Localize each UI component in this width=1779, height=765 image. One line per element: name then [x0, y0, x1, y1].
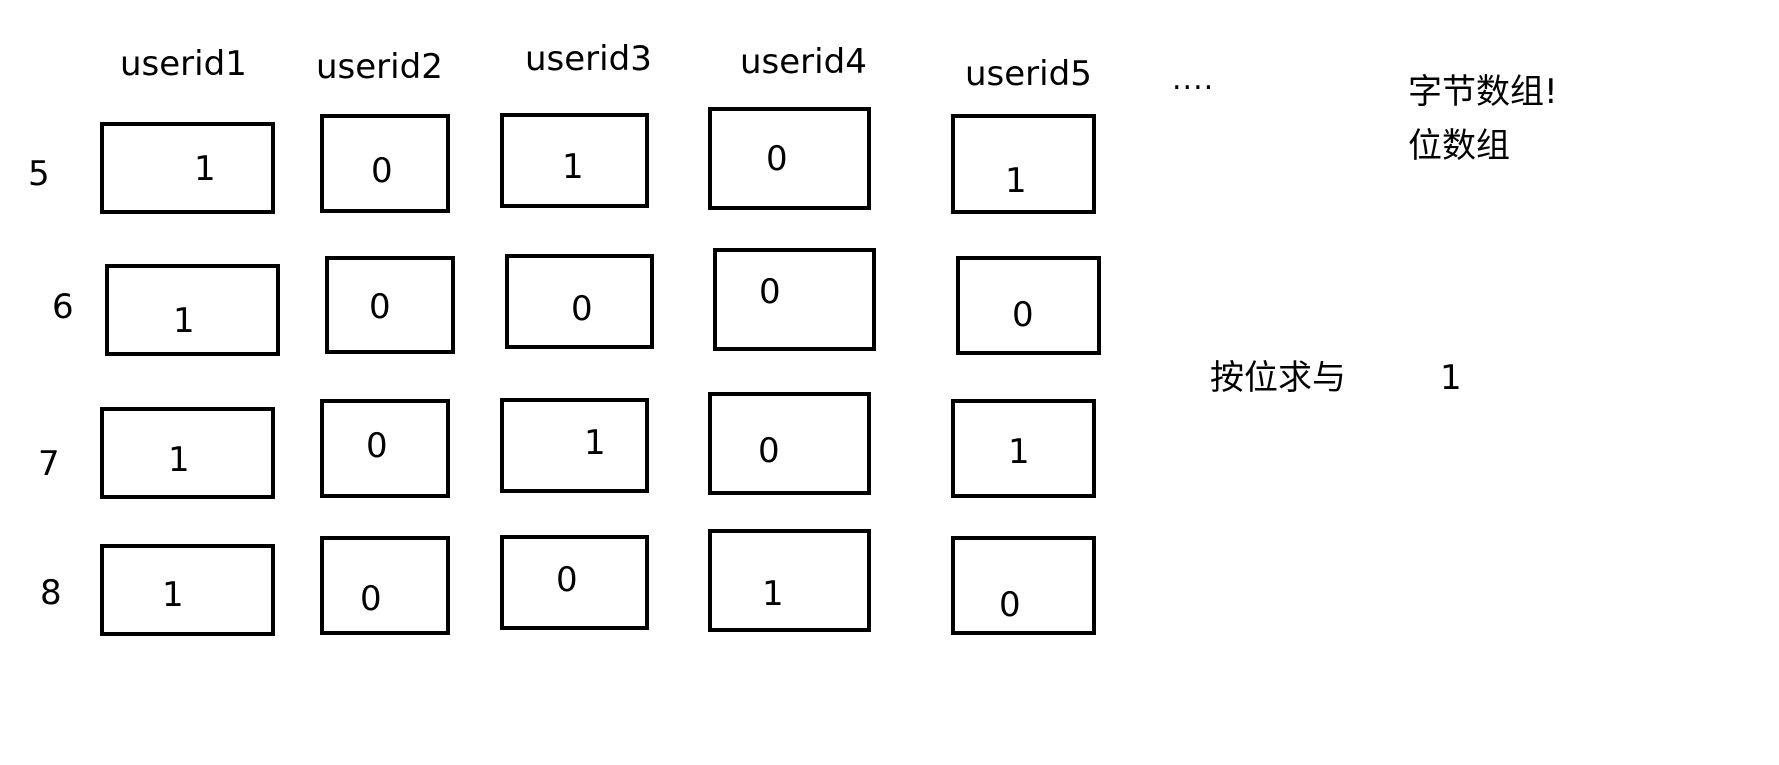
bit-value: 1	[1005, 161, 1027, 201]
bit-cell: 1	[500, 113, 649, 208]
bit-cell: 1	[105, 264, 280, 356]
bit-cell: 0	[325, 256, 455, 354]
bit-array-note: 位数组	[1408, 126, 1510, 166]
bit-value: 1	[173, 301, 195, 341]
bitwise-and-result: 1	[1440, 358, 1462, 398]
bit-value: 0	[371, 151, 393, 191]
bit-value: 1	[168, 440, 190, 480]
bit-cell: 0	[708, 392, 871, 495]
bit-cell: 0	[500, 535, 649, 630]
row-label-8: 8	[40, 573, 62, 613]
column-header-userid3: userid3	[525, 39, 652, 79]
bit-cell: 0	[951, 536, 1096, 635]
bit-value: 1	[194, 149, 216, 189]
bit-cell: 0	[320, 536, 450, 635]
bit-value: 1	[162, 575, 184, 615]
column-header-userid2: userid2	[316, 47, 443, 87]
bit-value: 0	[571, 289, 593, 329]
bit-cell: 1	[100, 544, 275, 636]
bit-cell: 1	[500, 398, 649, 493]
row-label-7: 7	[38, 444, 60, 484]
bit-value: 1	[562, 147, 584, 187]
bit-cell: 0	[956, 256, 1101, 355]
bit-value: 0	[556, 560, 578, 600]
column-header-userid4: userid4	[740, 42, 867, 82]
more-columns-ellipsis: ....	[1172, 62, 1215, 97]
bit-value: 0	[360, 579, 382, 619]
bit-value: 1	[762, 574, 784, 614]
bit-cell: 0	[320, 399, 450, 498]
bit-cell: 1	[951, 399, 1096, 498]
bit-value: 0	[759, 272, 781, 312]
bit-cell: 1	[951, 114, 1096, 214]
bit-value: 0	[369, 287, 391, 327]
column-header-userid5: userid5	[965, 54, 1092, 94]
bit-value: 1	[1008, 432, 1030, 472]
bit-cell: 1	[708, 529, 871, 632]
byte-array-note: 字节数组!	[1408, 72, 1558, 112]
bit-value: 0	[766, 139, 788, 179]
bit-value: 1	[584, 423, 606, 463]
column-header-userid1: userid1	[120, 44, 247, 84]
bit-cell: 0	[713, 248, 876, 351]
bit-cell: 0	[320, 114, 450, 213]
bit-cell: 0	[708, 107, 871, 210]
bit-value: 0	[366, 426, 388, 466]
bit-value: 0	[758, 431, 780, 471]
bit-cell: 1	[100, 122, 275, 214]
bit-value: 0	[999, 585, 1021, 625]
bit-cell: 1	[100, 407, 275, 499]
row-label-5: 5	[28, 154, 50, 194]
row-label-6: 6	[52, 287, 74, 327]
bit-cell: 0	[505, 254, 654, 349]
bit-value: 0	[1012, 295, 1034, 335]
bitwise-and-label: 按位求与	[1210, 358, 1346, 398]
